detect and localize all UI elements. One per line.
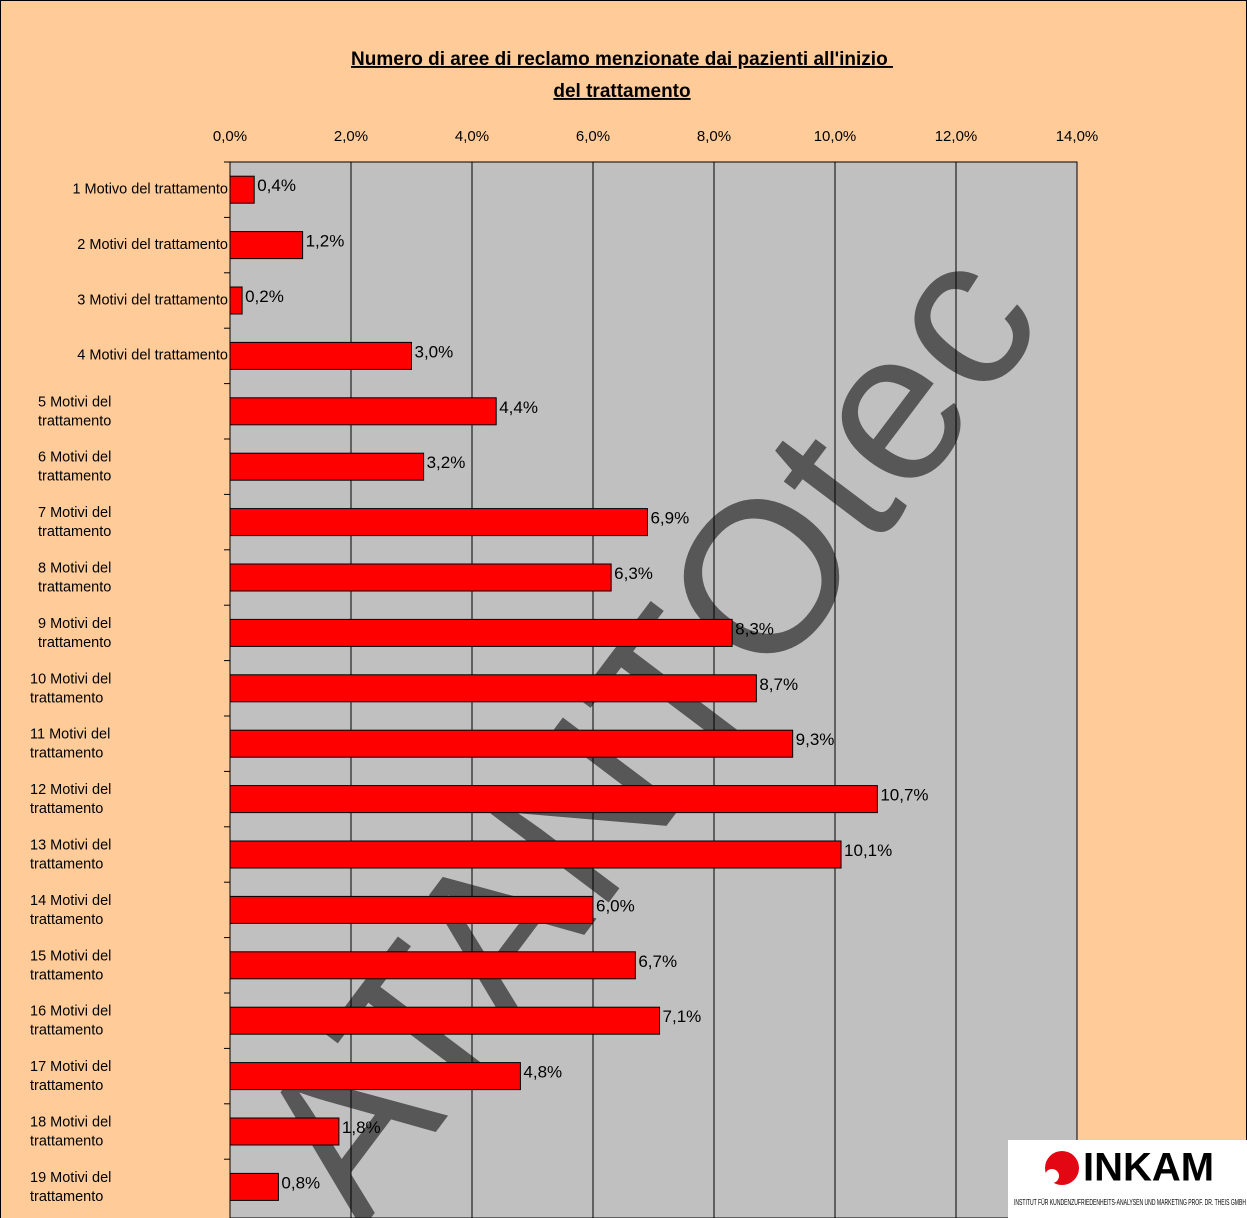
data-label: 7,1% — [663, 1007, 702, 1026]
x-tick-label: 6,0% — [576, 128, 610, 145]
y-tick-label: 2 Motivi del trattamento — [77, 237, 228, 253]
data-label: 0,8% — [281, 1173, 320, 1192]
x-tick-label: 4,0% — [455, 128, 489, 145]
bar — [229, 895, 594, 924]
x-tick-label: 12,0% — [935, 128, 978, 145]
bar — [229, 674, 757, 703]
y-tick-label: 9 Motivi del trattamento — [38, 616, 115, 651]
data-label: 0,2% — [245, 287, 284, 306]
bar — [229, 563, 612, 592]
y-tick-label: 10 Motivi del trattamento — [30, 671, 115, 706]
data-label: 8,3% — [735, 619, 774, 638]
data-label: 3,0% — [415, 342, 454, 361]
data-label: 3,2% — [427, 453, 466, 472]
y-tick-label: 1 Motivo del trattamento — [72, 182, 228, 198]
data-label: 4,8% — [523, 1063, 562, 1082]
y-tick-label: 12 Motivi del trattamento — [30, 782, 115, 817]
y-tick-label: 5 Motivi del trattamento — [38, 394, 115, 429]
y-tick-label: 19 Motivi del trattamento — [30, 1170, 115, 1205]
bar — [229, 341, 412, 370]
y-tick-label: 16 Motivi del trattamento — [30, 1004, 115, 1039]
x-tick-label: 8,0% — [697, 128, 731, 145]
data-label: 1,2% — [306, 232, 345, 251]
x-tick-label: 2,0% — [334, 128, 368, 145]
bar — [229, 508, 648, 537]
data-label: 10,7% — [880, 786, 928, 805]
bar — [229, 175, 255, 204]
data-label: 6,7% — [638, 952, 677, 971]
bar — [229, 231, 304, 260]
logo-caption: INSTITUT FÜR KUNDENZUFRIEDENHEITS-ANALYS… — [1014, 1197, 1246, 1207]
y-tick-label: 8 Motivi del trattamento — [38, 560, 115, 595]
x-tick-label: 14,0% — [1056, 128, 1099, 145]
data-label: 4,4% — [499, 398, 538, 417]
y-tick-label: 15 Motivi del trattamento — [30, 948, 115, 983]
bar — [229, 951, 636, 980]
y-tick-label: 13 Motivi del trattamento — [30, 837, 115, 872]
bar — [229, 840, 842, 869]
data-label: 8,7% — [759, 675, 798, 694]
data-label: 10,1% — [844, 841, 892, 860]
y-tick-label: 14 Motivi del trattamento — [30, 893, 115, 928]
data-label: 0,4% — [257, 176, 296, 195]
bar — [229, 286, 243, 315]
data-label: 9,3% — [796, 730, 835, 749]
bar — [229, 1062, 521, 1091]
logo-symbol-cut — [1045, 1169, 1059, 1183]
y-tick-label: 4 Motivi del trattamento — [77, 348, 228, 364]
y-tick-label: 3 Motivi del trattamento — [77, 292, 228, 308]
bar — [229, 397, 497, 426]
x-tick-label: 10,0% — [814, 128, 857, 145]
bar — [229, 1006, 661, 1035]
chart-title: Numero di aree di reclamo menzionate dai… — [351, 49, 893, 102]
y-tick-label: 18 Motivi del trattamento — [30, 1114, 115, 1149]
bar — [229, 618, 733, 647]
bar — [229, 1172, 279, 1201]
bar — [229, 1117, 340, 1146]
bar — [229, 729, 794, 758]
data-label: 1,8% — [342, 1118, 381, 1137]
data-label: 6,0% — [596, 896, 635, 915]
bar — [229, 785, 878, 814]
data-label: 6,3% — [614, 564, 653, 583]
y-tick-label: 11 Motivi del trattamento — [30, 727, 114, 762]
logo: INKAM INSTITUT FÜR KUNDENZUFRIEDENHEITS-A… — [1008, 1140, 1247, 1218]
bar — [229, 452, 425, 481]
x-tick-label: 0,0% — [213, 128, 247, 145]
logo-name: INKAM — [1083, 1146, 1214, 1190]
y-tick-label: 6 Motivi del trattamento — [38, 450, 115, 485]
y-tick-label: 7 Motivi del trattamento — [38, 505, 115, 540]
data-label: 6,9% — [650, 509, 689, 528]
y-tick-label: 17 Motivi del trattamento — [30, 1059, 115, 1094]
